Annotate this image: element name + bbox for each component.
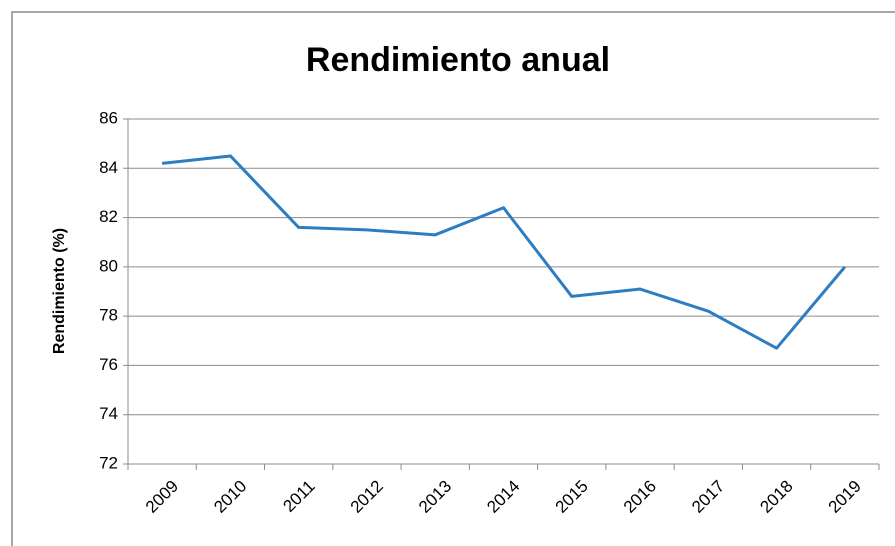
y-axis-label: Rendimiento (%) [51, 228, 68, 354]
y-tick-label: 74 [99, 404, 118, 423]
y-tick-label: 76 [99, 355, 118, 374]
y-tick-label: 80 [99, 256, 118, 275]
y-tick-label: 82 [99, 207, 118, 226]
chart-title: Rendimiento anual [306, 41, 610, 79]
y-tick-label: 72 [99, 453, 118, 472]
y-tick-label: 84 [99, 158, 118, 177]
y-tick-label: 86 [99, 108, 118, 127]
y-tick-label: 78 [99, 306, 118, 325]
chart-frame [11, 11, 895, 546]
data-line [161, 154, 847, 350]
